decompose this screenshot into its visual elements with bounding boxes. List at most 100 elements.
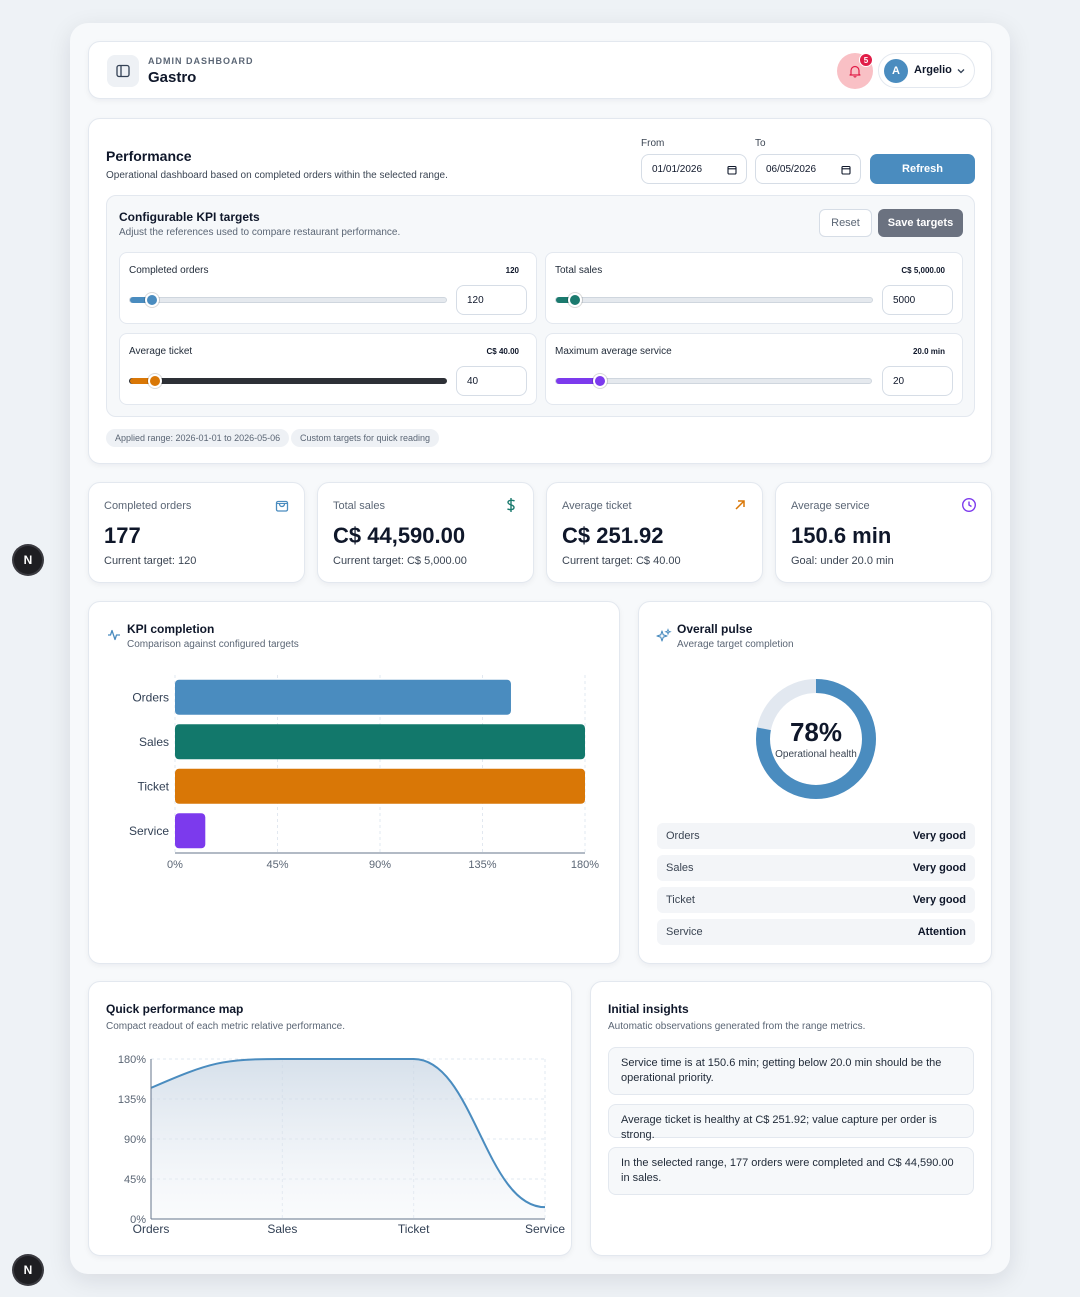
kpi-target-input[interactable]: 5000: [882, 285, 953, 315]
kpi-target-input[interactable]: 40: [456, 366, 527, 396]
quick-map-chart: 0% 45% 90% 135% 180% Orders Sales Ticket Service: [118, 1054, 565, 1236]
from-date-input[interactable]: 01/01/2026: [641, 154, 747, 184]
kpi-target-slider[interactable]: [555, 293, 873, 307]
range-pills: Applied range: 2026-01-01 to 2026-05-06 …: [106, 429, 706, 447]
kpi-completion-chart: 0% 45% 90% 135% 180% Orders Sales Ticket Service: [129, 675, 599, 871]
kpi-target-slider[interactable]: [129, 293, 447, 307]
bar-sales: [175, 724, 585, 760]
slider-thumb[interactable]: [567, 293, 582, 307]
y-tick-label: 0%: [130, 1214, 146, 1226]
sparkles-icon: [656, 628, 672, 642]
app-title: Gastro: [148, 69, 197, 86]
status-value: Attention: [917, 926, 966, 938]
x-tick-label: 180%: [571, 859, 599, 871]
kpi-target-slider[interactable]: [555, 374, 872, 388]
user-menu-button[interactable]: A Argelio: [878, 53, 975, 88]
slider-fill: [556, 378, 601, 384]
overall-pulse-card: Overall pulse Average target completion …: [638, 601, 992, 964]
kpi-completion-card: KPI completion Comparison against config…: [88, 601, 620, 964]
bar-orders: [175, 679, 511, 715]
status-value: Very good: [912, 830, 966, 842]
chevron-down-icon: [957, 69, 965, 74]
category-label: Orders: [132, 690, 169, 704]
y-tick-label: 135%: [118, 1094, 146, 1106]
category-label: Service: [129, 824, 169, 838]
x-tick-label: 90%: [369, 859, 391, 871]
bell-icon: [849, 65, 861, 78]
avatar: A: [884, 59, 908, 83]
status-label: Sales: [666, 862, 694, 874]
save-targets-button[interactable]: Save targets: [878, 209, 963, 237]
area-fill: [151, 1059, 545, 1219]
user-name: Argelio: [914, 64, 952, 76]
x-tick-label: 135%: [468, 859, 496, 871]
kpi-target-1: Completed orders 120 120: [119, 252, 537, 324]
dollar-icon: [507, 498, 516, 512]
metric-card-total-sales: Total sales C$ 44,590.00 Current target: C…: [317, 482, 534, 583]
kpi-target-label: Average ticket: [129, 346, 193, 357]
kpi-target-4: Maximum average service 20.0 min 20: [545, 333, 963, 405]
kpi-targets-panel: Configurable KPI targets Adjust the refe…: [106, 195, 975, 417]
health-percent: 78%: [789, 717, 843, 747]
sidebar-toggle-button[interactable]: [107, 55, 139, 87]
insight-item: In the selected range, 177 orders were c…: [608, 1147, 974, 1195]
reset-button[interactable]: Reset: [819, 209, 872, 237]
kpi-target-input[interactable]: 120: [456, 285, 527, 315]
bar-service: [175, 813, 206, 849]
to-date-input[interactable]: 06/05/2026: [755, 154, 861, 184]
from-date-value: 01/01/2026: [652, 163, 703, 175]
insight-item: Average ticket is healthy at C$ 251.92; …: [608, 1104, 974, 1141]
insights-card: Initial insights Automatic observations …: [590, 981, 992, 1256]
slider-thumb[interactable]: [593, 374, 608, 388]
applied-range-pill: Applied range: 2026-01-01 to 2026-05-06: [106, 429, 290, 447]
clock-icon: [961, 497, 977, 513]
donut-progress: [756, 679, 876, 799]
next-dev-badge-bottom[interactable]: N: [14, 1256, 42, 1284]
status-row-orders: Orders Very good: [657, 823, 975, 849]
sidebar-panel-icon: [116, 64, 130, 78]
slider-thumb[interactable]: [145, 293, 160, 307]
refresh-button[interactable]: Refresh: [870, 154, 975, 184]
status-value: Very good: [912, 862, 966, 874]
arrow-up-right-icon: [735, 500, 745, 510]
top-header: ADMIN DASHBOARD Gastro 5 A Argelio: [88, 41, 992, 99]
kpi-completion-title: KPI completion: [127, 622, 215, 636]
series-line: [150, 1058, 546, 1209]
kpi-target-input[interactable]: 20: [882, 366, 953, 396]
status-value: Very good: [912, 894, 966, 906]
metric-label: Total sales: [333, 500, 385, 512]
metric-value: C$ 251.92: [562, 523, 664, 548]
x-tick-label: 0%: [167, 859, 183, 871]
health-donut: [756, 679, 876, 799]
metric-target: Current target: C$ 5,000.00: [333, 555, 467, 567]
kpi-targets-title: Configurable KPI targets: [119, 210, 260, 224]
kpi-target-value: 20.0 min: [912, 347, 945, 356]
kpi-completion-subtitle: Comparison against configured targets: [127, 639, 299, 650]
metric-card-completed-orders: Completed orders 177 Current target: 120: [88, 482, 305, 583]
shopping-bag-icon: [275, 500, 289, 512]
insight-item: Service time is at 150.6 min; getting be…: [608, 1047, 974, 1095]
overall-pulse-title: Overall pulse: [677, 622, 753, 636]
performance-subtitle: Operational dashboard based on completed…: [106, 170, 448, 181]
next-dev-badge-top[interactable]: N: [14, 546, 42, 574]
status-label: Ticket: [666, 894, 695, 906]
y-tick-label: 90%: [124, 1134, 146, 1146]
kpi-target-value: 120: [505, 266, 519, 275]
slider-thumb[interactable]: [148, 374, 163, 388]
metric-target: Current target: 120: [104, 555, 197, 567]
metric-card-average-ticket: Average ticket C$ 251.92 Current target: C…: [546, 482, 763, 583]
notification-count-badge: 5: [859, 53, 873, 67]
kpi-target-slider[interactable]: [129, 374, 447, 388]
notifications-button[interactable]: 5: [837, 53, 873, 89]
status-row-ticket: Ticket Very good: [657, 887, 975, 913]
status-label: Orders: [666, 830, 700, 842]
insights-title: Initial insights: [608, 1002, 689, 1016]
quick-map-title: Quick performance map: [106, 1002, 244, 1016]
app-shell: ADMIN DASHBOARD Gastro 5 A Argelio Perfo…: [70, 23, 1010, 1274]
x-category-label: Ticket: [398, 1222, 430, 1236]
to-date-value: 06/05/2026: [766, 163, 817, 175]
category-label: Ticket: [137, 779, 169, 793]
metric-value: 177: [104, 523, 141, 548]
quick-map-card: Quick performance map Compact readout of…: [88, 981, 572, 1256]
x-category-label: Orders: [133, 1222, 170, 1236]
